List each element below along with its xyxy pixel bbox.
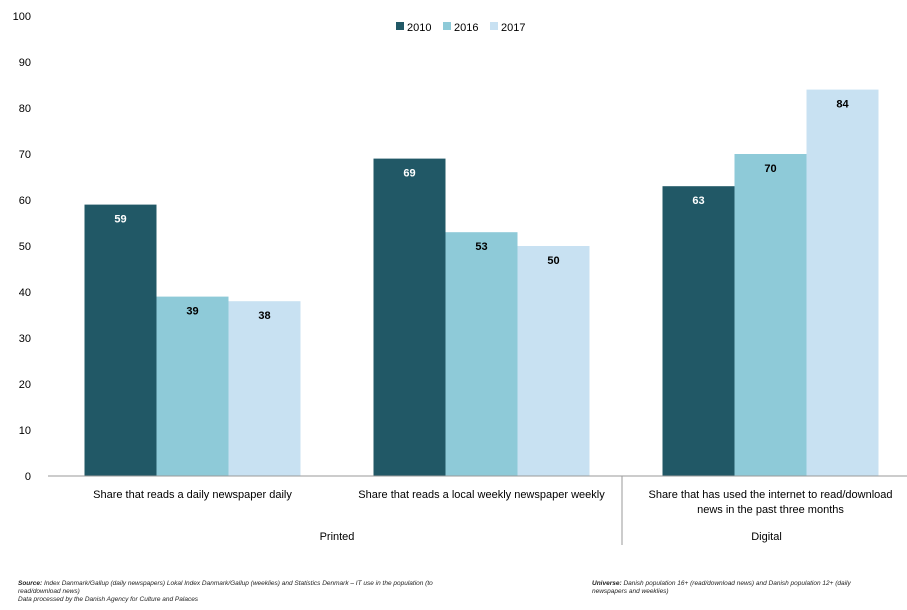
value-label-2010-2: 69 (403, 168, 415, 180)
source-text: Index Danmark/Gallup (daily newspapers) … (18, 580, 433, 595)
source-line2: Data processed by the Danish Agency for … (18, 596, 199, 603)
bars (84, 89, 879, 476)
value-label-2017-3: 84 (836, 99, 849, 111)
legend-swatch-2010 (396, 22, 404, 30)
y-tick-label-10: 10 (19, 425, 31, 437)
universe-label: Universe: (592, 580, 622, 587)
data-labels: 59 39 38 69 53 50 63 70 84 (114, 99, 849, 323)
source-label: Source: (18, 580, 43, 587)
category-label-3: Share that has used the internet to read… (648, 489, 892, 501)
legend-label-2017: 2017 (501, 22, 525, 34)
x-axis: Share that reads a daily newspaper daily… (48, 475, 907, 545)
bar-2017-2 (517, 246, 590, 476)
bar-2010-3 (662, 186, 735, 476)
legend-swatch-2017 (490, 22, 498, 30)
bar-2017-1 (228, 301, 301, 476)
category-label-2: Share that reads a local weekly newspape… (358, 489, 605, 501)
y-axis: 0 10 20 30 40 50 60 70 80 90 100 (13, 11, 31, 483)
legend-swatch-2016 (443, 22, 451, 30)
legend-label-2010: 2010 (407, 22, 431, 34)
y-tick-label-80: 80 (19, 103, 31, 115)
value-label-2016-3: 70 (764, 163, 776, 175)
y-tick-label-0: 0 (25, 471, 31, 483)
y-tick-label-50: 50 (19, 241, 31, 253)
value-label-2016-1: 39 (186, 306, 198, 318)
bar-2016-2 (445, 232, 518, 476)
bar-2016-1 (156, 296, 229, 476)
universe-note: Universe: Danish population 16+ (read/do… (592, 580, 882, 596)
value-label-2010-3: 63 (692, 195, 704, 207)
group-label-digital: Digital (751, 531, 782, 543)
category-label-3: news in the past three months (697, 504, 844, 516)
universe-text: Danish population 16+ (read/download new… (592, 580, 851, 595)
y-tick-label-30: 30 (19, 333, 31, 345)
y-tick-label-100: 100 (13, 11, 31, 23)
bar-2017-3 (806, 89, 879, 476)
y-tick-label-20: 20 (19, 379, 31, 391)
bar-2010-1 (84, 204, 157, 476)
legend: 2010 2016 2017 (396, 22, 525, 34)
legend-label-2016: 2016 (454, 22, 478, 34)
value-label-2017-2: 50 (547, 255, 559, 267)
source-note: Source: Index Danmark/Gallup (daily news… (18, 580, 458, 604)
y-tick-label-60: 60 (19, 195, 31, 207)
value-label-2017-1: 38 (258, 310, 270, 322)
y-tick-label-70: 70 (19, 149, 31, 161)
y-tick-label-90: 90 (19, 57, 31, 69)
value-label-2010-1: 59 (114, 214, 126, 226)
group-label-printed: Printed (320, 531, 355, 543)
value-label-2016-2: 53 (475, 241, 487, 253)
category-label-1: Share that reads a daily newspaper daily (93, 489, 292, 501)
y-tick-label-40: 40 (19, 287, 31, 299)
bar-2016-3 (734, 154, 807, 476)
bar-chart: 0 10 20 30 40 50 60 70 80 90 100 59 39 38 69 53 50 63 70 8… (13, 11, 907, 545)
bar-2010-2 (373, 158, 446, 476)
